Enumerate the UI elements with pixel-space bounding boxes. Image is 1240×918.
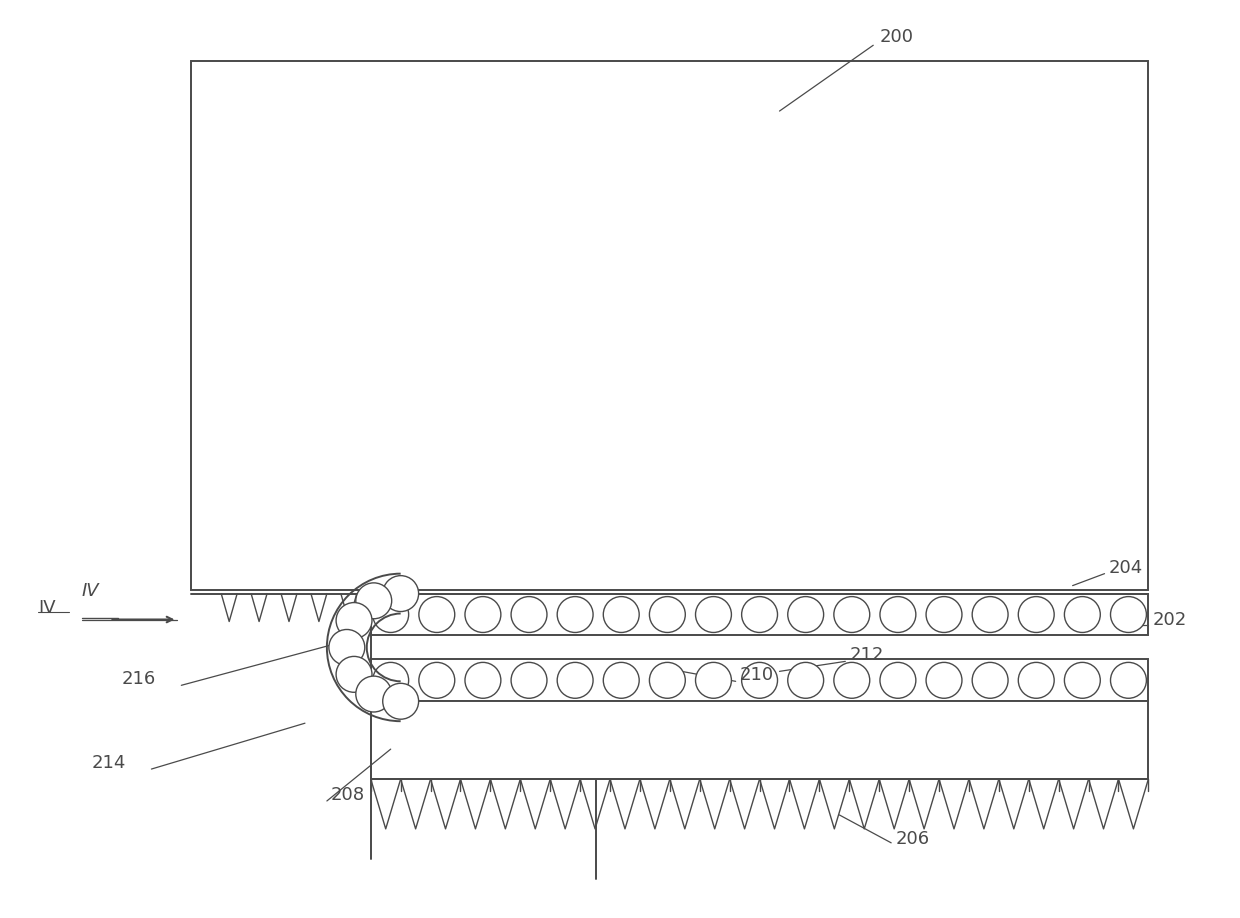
Circle shape: [1018, 597, 1054, 633]
Bar: [191, 62, 1148, 589]
Circle shape: [742, 663, 777, 699]
Text: 216: 216: [122, 670, 156, 688]
Circle shape: [511, 663, 547, 699]
Circle shape: [356, 676, 392, 712]
Circle shape: [650, 663, 686, 699]
Circle shape: [696, 597, 732, 633]
Circle shape: [972, 597, 1008, 633]
Text: 212: 212: [849, 646, 884, 665]
Circle shape: [373, 597, 409, 633]
Circle shape: [557, 663, 593, 699]
Circle shape: [511, 597, 547, 633]
Text: 206: 206: [895, 830, 929, 848]
Circle shape: [356, 583, 392, 619]
Circle shape: [880, 597, 916, 633]
Circle shape: [329, 630, 365, 666]
Text: 208: 208: [331, 786, 365, 804]
Circle shape: [604, 597, 639, 633]
Circle shape: [419, 597, 455, 633]
Bar: [371, 594, 1148, 635]
Circle shape: [336, 602, 372, 638]
Bar: [371, 659, 1148, 701]
Circle shape: [972, 663, 1008, 699]
Circle shape: [880, 663, 916, 699]
Circle shape: [787, 663, 823, 699]
Bar: [371, 701, 1148, 779]
Text: IV: IV: [37, 599, 56, 617]
Circle shape: [373, 663, 409, 699]
Circle shape: [1018, 663, 1054, 699]
Circle shape: [1111, 597, 1147, 633]
Circle shape: [696, 663, 732, 699]
Circle shape: [833, 663, 869, 699]
Circle shape: [787, 597, 823, 633]
Text: 214: 214: [92, 754, 126, 772]
Circle shape: [557, 597, 593, 633]
Circle shape: [383, 683, 419, 719]
Circle shape: [1111, 663, 1147, 699]
Circle shape: [650, 597, 686, 633]
Circle shape: [336, 656, 372, 692]
Text: 210: 210: [739, 666, 774, 684]
Text: IV: IV: [82, 582, 99, 599]
Circle shape: [742, 597, 777, 633]
Circle shape: [604, 663, 639, 699]
Circle shape: [419, 663, 455, 699]
Text: 200: 200: [879, 28, 913, 46]
Circle shape: [1064, 663, 1100, 699]
Circle shape: [926, 597, 962, 633]
Text: 204: 204: [1109, 559, 1143, 577]
Circle shape: [833, 597, 869, 633]
Circle shape: [465, 597, 501, 633]
Circle shape: [1064, 597, 1100, 633]
Circle shape: [926, 663, 962, 699]
Text: 202: 202: [1152, 610, 1187, 629]
Circle shape: [465, 663, 501, 699]
Circle shape: [383, 576, 419, 611]
